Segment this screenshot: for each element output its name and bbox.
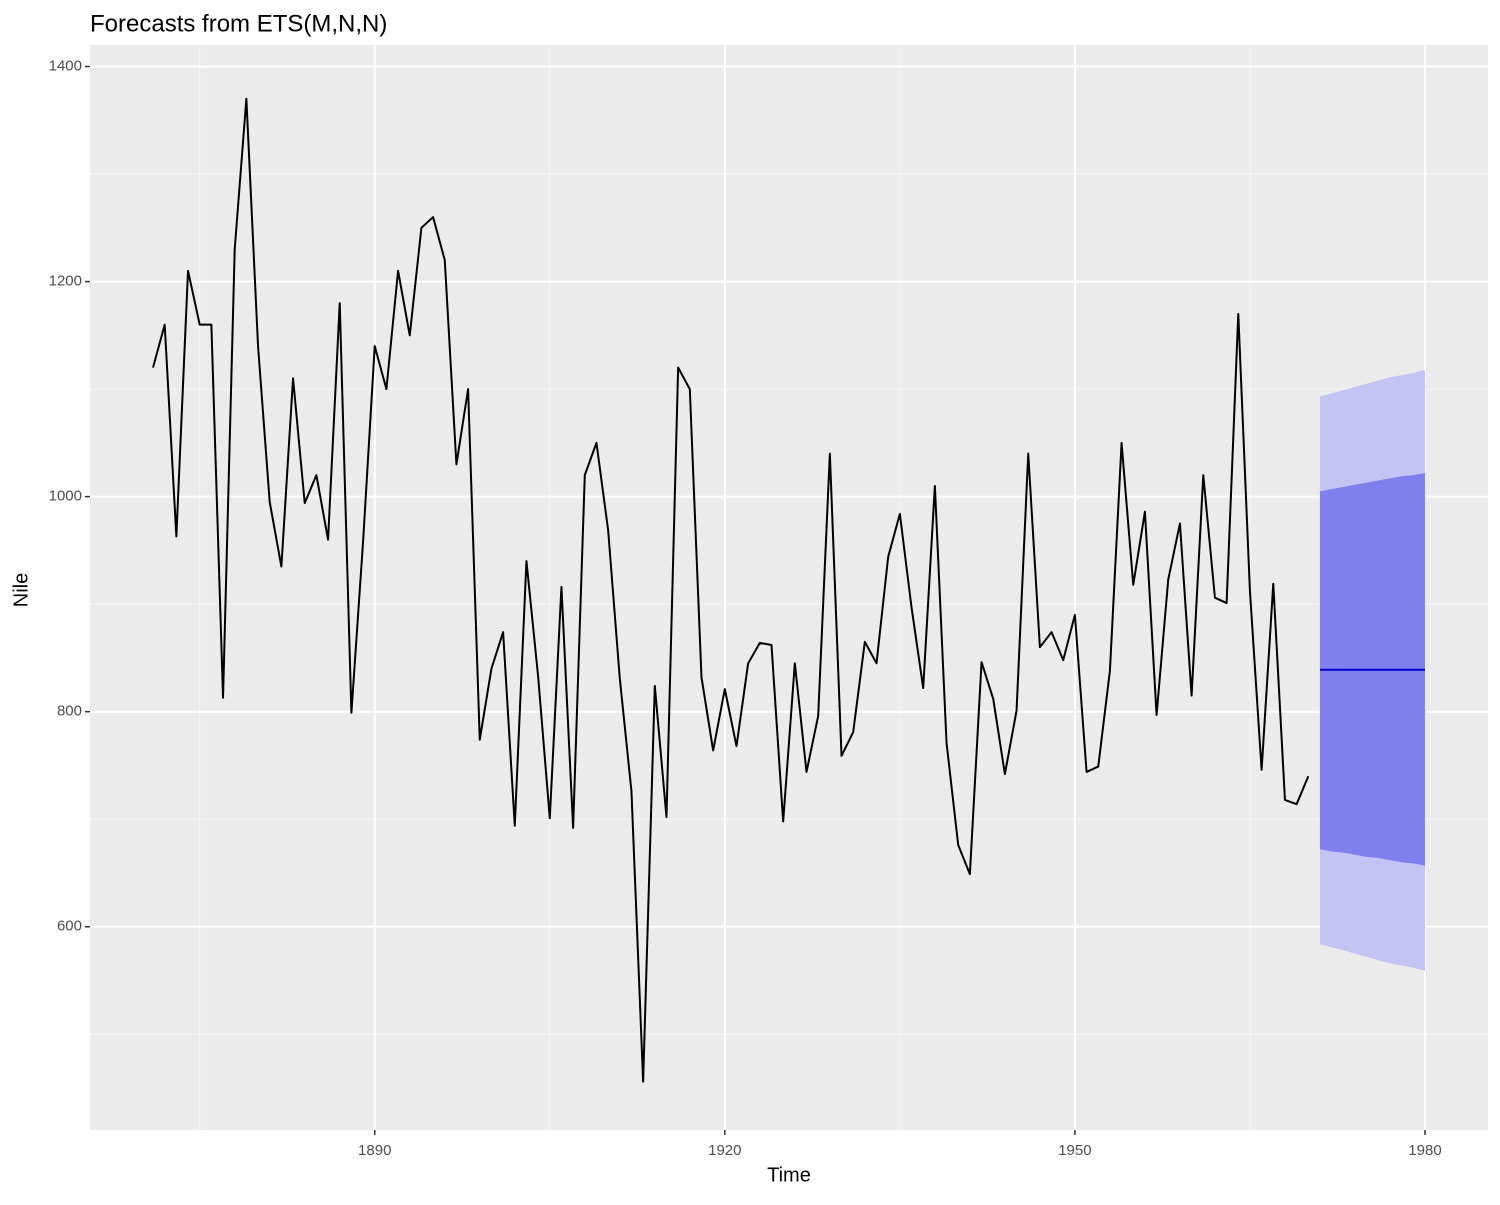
x-tick-label: 1980 bbox=[1408, 1142, 1441, 1159]
x-tick-label: 1890 bbox=[358, 1142, 391, 1159]
y-tick-label: 600 bbox=[57, 918, 82, 935]
data-line bbox=[152, 97, 1310, 1083]
y-tick-label: 800 bbox=[57, 703, 82, 720]
y-axis-label: Nile bbox=[10, 573, 32, 607]
chart-title: Forecasts from ETS(M,N,N) bbox=[90, 10, 387, 37]
plot-panel bbox=[90, 45, 1488, 1130]
x-axis-label: Time bbox=[767, 1164, 811, 1186]
y-tick-label: 1000 bbox=[49, 488, 82, 505]
x-tick-label: 1920 bbox=[708, 1142, 741, 1159]
y-tick-label: 1200 bbox=[49, 273, 82, 290]
x-tick-label: 1950 bbox=[1058, 1142, 1091, 1159]
y-tick-label: 1400 bbox=[49, 57, 82, 74]
